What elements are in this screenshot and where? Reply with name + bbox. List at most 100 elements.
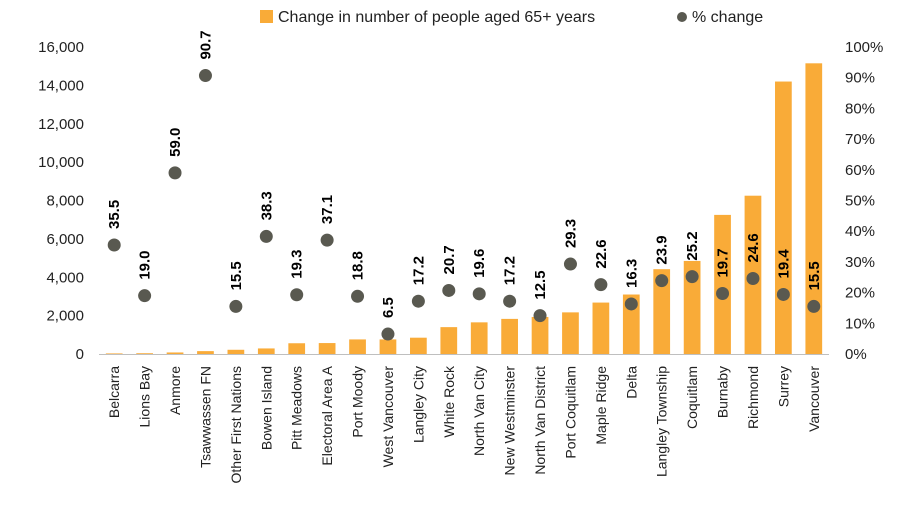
legend-swatch-dot	[677, 12, 687, 22]
scatter-point	[168, 166, 182, 180]
legend-label-bar: Change in number of people aged 65+ year…	[278, 9, 595, 26]
data-label: 35.5	[106, 200, 123, 229]
bar	[166, 352, 184, 354]
data-label: 90.7	[197, 30, 214, 59]
scatter-point	[351, 289, 365, 303]
y-right-tick-label: 60%	[845, 162, 875, 179]
data-label: 12.5	[532, 270, 549, 299]
bar-series	[105, 63, 823, 354]
category-label: Delta	[623, 366, 639, 399]
scatter-point	[746, 271, 760, 285]
y-right-tick-label: 40%	[845, 223, 875, 240]
y-left-tick-label: 12,000	[38, 116, 84, 133]
data-label: 19.0	[137, 250, 154, 279]
y-right-tick-label: 50%	[845, 193, 875, 210]
y-right-tick-label: 10%	[845, 315, 875, 332]
data-label: 22.6	[593, 239, 610, 268]
category-label: Langley City	[410, 366, 426, 443]
bar	[197, 351, 214, 354]
data-label: 20.7	[441, 245, 458, 274]
y-left-tick-label: 10,000	[38, 154, 84, 171]
y-left-tick-label: 8,000	[46, 193, 84, 210]
y-right-tick-label: 0%	[845, 346, 867, 363]
scatter-point	[503, 294, 517, 308]
y-left-tick-label: 2,000	[46, 308, 84, 325]
category-label: Richmond	[745, 366, 761, 429]
axes: 0 2,000 4,000 6,000 8,000 10,000 12,000 14,000 1…	[38, 39, 883, 363]
bar	[592, 302, 610, 354]
scatter-point	[229, 299, 243, 313]
category-label: White Rock	[441, 365, 457, 438]
data-label: 16.3	[623, 259, 640, 288]
category-label: Langley Township	[654, 366, 670, 477]
scatter-series	[107, 69, 821, 341]
category-label: West Vancouver	[380, 366, 396, 468]
scatter-point	[290, 288, 304, 302]
legend-label-dot: % change	[692, 9, 763, 26]
bar	[288, 343, 306, 354]
bar	[622, 294, 640, 354]
category-label: Tsawwassen FN	[197, 366, 213, 468]
category-label: Coquitlam	[684, 366, 700, 429]
bar	[531, 316, 549, 354]
y-right-tick-label: 90%	[845, 70, 875, 87]
scatter-point	[594, 278, 608, 292]
category-label: Bowen Island	[258, 366, 274, 450]
scatter-point	[259, 229, 273, 243]
bar	[653, 269, 671, 354]
y-left-tick-label: 4,000	[46, 269, 84, 286]
data-label: 38.3	[258, 191, 275, 220]
y-right-tick-label: 100%	[845, 39, 883, 56]
bar	[714, 214, 731, 354]
scatter-point	[411, 294, 425, 308]
data-label: 19.6	[471, 249, 488, 278]
data-label: 25.2	[684, 231, 701, 260]
category-label: Belcarra	[106, 366, 122, 418]
data-label: 24.6	[745, 233, 762, 262]
legend: Change in number of people aged 65+ year…	[260, 9, 763, 26]
scatter-point	[655, 274, 669, 288]
category-label: Vancouver	[806, 366, 822, 432]
category-label: Burnaby	[715, 366, 731, 418]
bar	[349, 339, 366, 354]
y-left-tick-label: 6,000	[46, 231, 84, 248]
bar	[105, 353, 123, 354]
category-label: Port Moody	[350, 366, 366, 438]
scatter-point	[807, 299, 821, 313]
data-label: 23.9	[654, 235, 671, 264]
scatter-point	[442, 283, 456, 297]
bar	[775, 81, 792, 354]
scatter-point	[381, 327, 395, 341]
scatter-point	[107, 238, 121, 252]
bar	[257, 348, 275, 354]
category-label: Electoral Area A	[319, 365, 335, 465]
scatter-point	[624, 297, 638, 311]
category-label: Anmore	[167, 366, 183, 415]
category-label: Lions Bay	[137, 366, 153, 427]
scatter-point	[472, 287, 486, 301]
bar	[440, 327, 458, 354]
bar	[470, 322, 488, 354]
data-label: 29.3	[562, 219, 579, 248]
data-label: 6.5	[380, 297, 397, 318]
scatter-point	[563, 257, 577, 271]
bar	[410, 337, 427, 354]
category-label: Port Coquitlam	[562, 366, 578, 459]
y-right-tick-label: 30%	[845, 254, 875, 271]
y-right-tick-label: 70%	[845, 131, 875, 148]
category-label: Maple Ridge	[593, 366, 609, 445]
category-label: North Van District	[532, 366, 548, 475]
scatter-point	[138, 289, 152, 303]
scatter-point	[776, 287, 790, 301]
category-label: Other First Nations	[228, 366, 244, 483]
bar	[136, 353, 153, 354]
data-label: 15.5	[806, 261, 823, 290]
category-label: Pitt Meadows	[289, 366, 305, 450]
scatter-point	[533, 309, 547, 323]
y-right-tick-label: 20%	[845, 285, 875, 302]
data-label: 18.8	[350, 251, 367, 280]
data-label: 19.4	[775, 249, 792, 279]
category-label: New Westminster	[502, 366, 518, 476]
bar	[562, 312, 579, 354]
